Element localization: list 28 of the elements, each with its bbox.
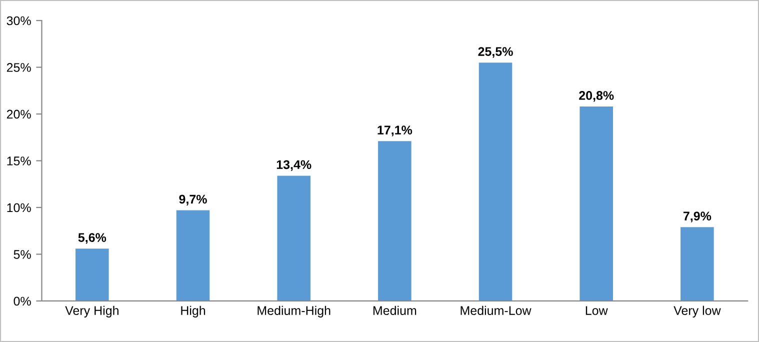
- x-tick-label: High: [181, 306, 206, 318]
- x-tick-label: Low: [586, 306, 608, 316]
- y-tick-label: 0%: [14, 296, 31, 306]
- data-label: 20,8%: [579, 91, 614, 102]
- x-tick-label: Medium-High: [258, 306, 330, 318]
- data-label: 13,4%: [276, 160, 312, 171]
- y-tick-label: 15%: [7, 156, 31, 166]
- data-label: 9,7%: [179, 194, 207, 206]
- y-tick-label: 25%: [6, 63, 31, 72]
- x-tick-label: Medium-Low: [460, 306, 532, 316]
- x-tick-label: Very High: [65, 306, 118, 318]
- bar: [176, 210, 210, 301]
- y-tick-label: 5%: [14, 250, 31, 259]
- bar: [76, 248, 109, 301]
- data-label: 5,6%: [78, 233, 106, 244]
- y-tick-label: 30%: [6, 16, 31, 26]
- data-label: 7,9%: [683, 212, 712, 222]
- bar: [580, 106, 613, 301]
- bar: [478, 62, 512, 301]
- bar: [680, 227, 714, 301]
- y-tick-label: 10%: [7, 203, 31, 212]
- y-tick-label: 20%: [6, 110, 31, 119]
- x-tick-label: Medium: [373, 306, 416, 316]
- bar: [378, 141, 412, 301]
- x-tick-label: Very low: [674, 306, 721, 318]
- data-label: 25,5%: [478, 47, 513, 58]
- data-label: 17,1%: [378, 126, 412, 136]
- bar: [277, 176, 310, 301]
